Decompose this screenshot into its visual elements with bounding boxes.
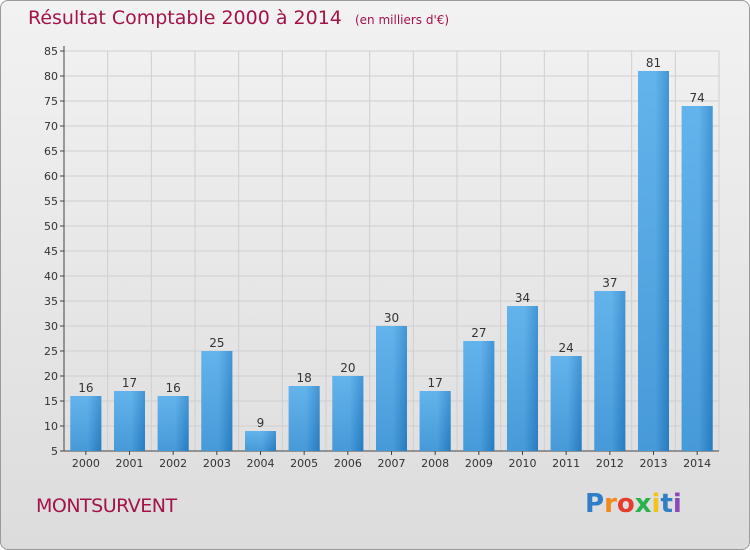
y-tick-label: 70	[44, 120, 58, 133]
x-tick-label: 2004	[247, 457, 275, 470]
y-tick-label: 15	[44, 395, 58, 408]
bar-shade	[463, 341, 495, 451]
x-tick-label: 2011	[552, 457, 580, 470]
x-tick-label: 2000	[72, 457, 100, 470]
logo-letter: P	[585, 489, 605, 519]
data-label: 16	[78, 381, 93, 395]
x-tick-label: 2013	[640, 457, 668, 470]
y-tick-label: 30	[44, 320, 58, 333]
x-tick-label: 2012	[596, 457, 624, 470]
x-tick-label: 2009	[465, 457, 493, 470]
data-label: 25	[209, 336, 224, 350]
x-tick-label: 2014	[683, 457, 711, 470]
x-tick-label: 2003	[203, 457, 231, 470]
title-row: Résultat Comptable 2000 à 2014 (en milli…	[28, 7, 449, 29]
y-tick-label: 45	[44, 245, 58, 258]
y-tick-label: 60	[44, 170, 58, 183]
logo-letter: o	[616, 489, 635, 519]
data-label: 9	[257, 416, 265, 430]
x-tick-label: 2002	[159, 457, 187, 470]
x-tick-label: 2006	[334, 457, 362, 470]
y-tick-label: 65	[44, 145, 58, 158]
logo-letter: i	[651, 489, 661, 519]
logo-letter: x	[634, 489, 652, 519]
data-label: 30	[384, 311, 399, 325]
y-tick-label: 75	[44, 95, 58, 108]
data-label: 27	[471, 326, 486, 340]
data-label: 24	[559, 341, 574, 355]
bar-shade	[419, 391, 451, 451]
x-tick-label: 2005	[290, 457, 318, 470]
bar-shade	[507, 306, 538, 451]
data-label: 17	[428, 376, 443, 390]
bar-shade	[157, 396, 189, 451]
logo-letter: t	[660, 489, 673, 519]
y-tick-label: 25	[44, 345, 58, 358]
chart-subtitle: (en milliers d'€)	[354, 13, 450, 27]
data-label: 18	[297, 371, 312, 385]
bar-shade	[376, 326, 407, 451]
bar-shade	[638, 71, 669, 451]
bar-shade	[332, 376, 364, 451]
bar-shade	[288, 386, 320, 451]
x-tick-label: 2008	[421, 457, 449, 470]
proxiti-logo: Proxiti	[585, 489, 682, 519]
data-label: 74	[690, 91, 705, 105]
logo-letter: r	[604, 489, 617, 519]
bar-shade	[201, 351, 233, 451]
x-tick-label: 2001	[116, 457, 144, 470]
data-label: 16	[166, 381, 181, 395]
data-label: 17	[122, 376, 137, 390]
data-label: 20	[340, 361, 355, 375]
logo-letter: i	[672, 489, 682, 519]
y-tick-label: 20	[44, 370, 58, 383]
y-tick-label: 55	[44, 195, 58, 208]
bar-shade	[681, 106, 713, 451]
y-tick-label: 40	[44, 270, 58, 283]
y-tick-label: 50	[44, 220, 58, 233]
bar-shade	[550, 356, 582, 451]
y-tick-label: 5	[51, 445, 58, 458]
data-label: 81	[646, 56, 661, 70]
data-label: 37	[602, 276, 617, 290]
chart-title: Résultat Comptable 2000 à 2014	[28, 7, 342, 29]
commune-name: MONTSURVENT	[36, 495, 177, 517]
x-tick-label: 2010	[509, 457, 537, 470]
bar-shade	[594, 291, 626, 451]
y-tick-label: 85	[44, 45, 58, 58]
bar-shade	[245, 431, 276, 451]
bar-shade	[114, 391, 145, 451]
x-tick-label: 2007	[378, 457, 406, 470]
y-tick-label: 10	[44, 420, 58, 433]
data-label: 34	[515, 291, 530, 305]
y-tick-label: 35	[44, 295, 58, 308]
y-tick-label: 80	[44, 70, 58, 83]
bar-shade	[70, 396, 102, 451]
